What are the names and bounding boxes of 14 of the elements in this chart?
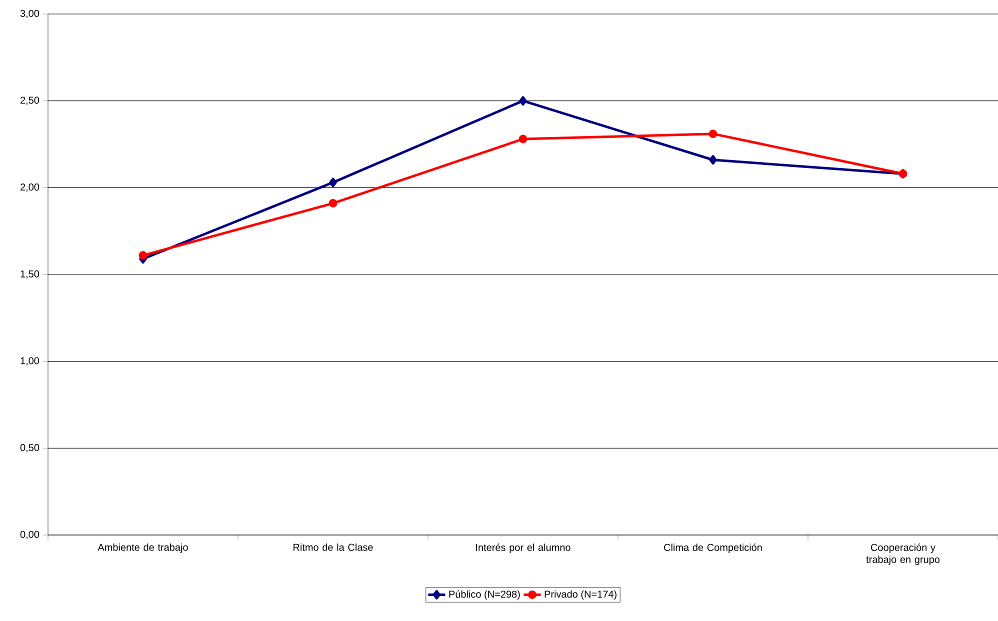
x-tick-label: Clima de Competición — [664, 544, 762, 553]
y-tick-label: 1,50 — [20, 270, 40, 279]
y-tick-label: 3,00 — [20, 10, 40, 18]
y-tick-label: 1,00 — [20, 357, 40, 366]
x-tick-label: Ritmo de la Clase — [294, 544, 373, 551]
legend-label: Público (N=298) — [449, 590, 520, 600]
y-tick-label: 2,50 — [20, 96, 40, 105]
y-tick-label: 0,00 — [20, 530, 40, 540]
y-tick-label: 2,00 — [20, 184, 40, 192]
y-tick-label: 0,50 — [20, 444, 40, 452]
legend-label: Privado (N=174) — [544, 590, 616, 600]
x-tick-label: Ambiente de trabajo — [98, 544, 188, 553]
x-tick-label: Interés por el alumno — [476, 544, 570, 553]
x-tick-label: Cooperación y trabajo en grupo — [866, 544, 940, 565]
